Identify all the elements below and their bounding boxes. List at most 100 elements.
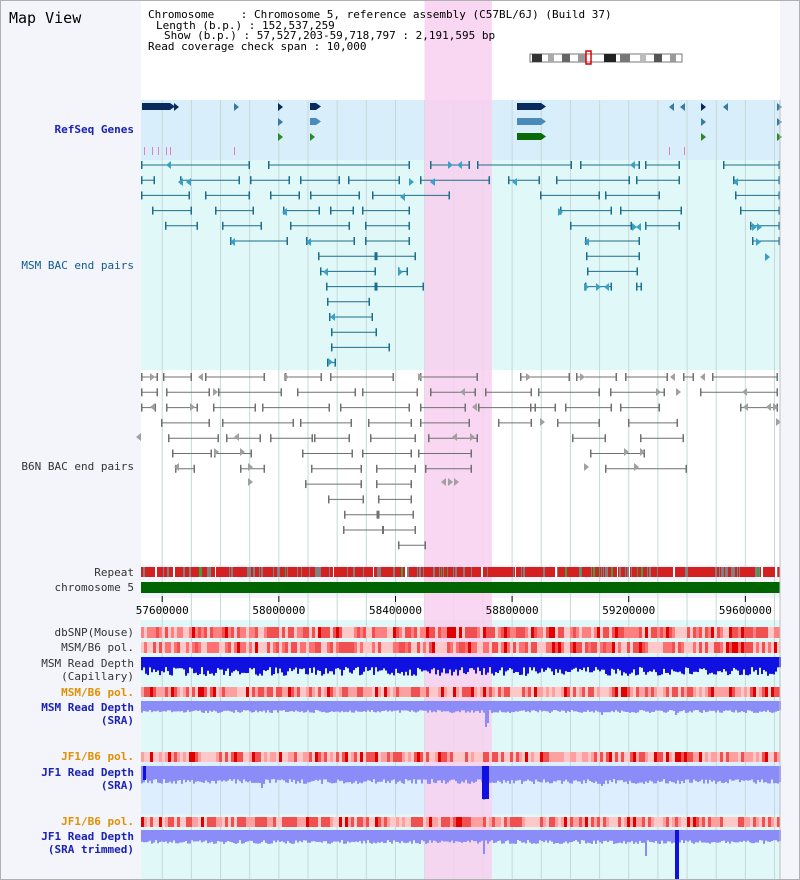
depth-bar (705, 657, 707, 670)
b6n-bac-arrow (766, 403, 771, 411)
depth-bar (207, 766, 209, 783)
depth-bar (277, 766, 279, 780)
heat-cell (153, 687, 156, 697)
track-label-msm-b6-pol[interactable]: MSM/B6 pol. (61, 641, 134, 654)
heat-cell (405, 752, 408, 762)
depth-bar (445, 657, 447, 674)
heat-cell (183, 817, 186, 827)
track-label-refseq[interactable]: RefSeq Genes (54, 123, 134, 136)
depth-bar (759, 766, 761, 783)
depth-bar (379, 766, 381, 782)
heat-cell (531, 687, 534, 697)
heat-cell (594, 817, 597, 827)
heat-cell (363, 817, 366, 827)
depth-bar (195, 766, 197, 782)
depth-bar (453, 701, 455, 713)
bac-end-marker (193, 464, 195, 473)
track-label-jf1-b6-pol[interactable]: JF1/B6 pol. (61, 750, 134, 763)
bac-end-marker (311, 464, 313, 473)
bac-end-marker (374, 282, 376, 291)
depth-bar (697, 766, 699, 783)
track-label-msm-read-depth-sra[interactable]: MSM Read Depth (SRA) (41, 701, 134, 727)
heat-cell (741, 627, 744, 638)
chromosome-info: Chromosome : Chromosome 5, reference ass… (148, 9, 612, 52)
heat-cell (615, 642, 618, 653)
depth-bar (721, 830, 723, 841)
depth-bar (607, 701, 609, 713)
b6n-bac-arrow (580, 373, 585, 381)
depth-bar (673, 766, 675, 783)
info-length: Length (b.p.) : 152,537,259 (156, 18, 335, 32)
depth-bar (493, 766, 495, 783)
repeat-element (631, 567, 632, 577)
track-label-dbsnp[interactable]: dbSNP(Mouse) (54, 626, 134, 639)
heat-cell (153, 752, 156, 762)
track-label-msm-b6-pol-sra[interactable]: MSM/B6 pol. (61, 686, 134, 699)
depth-bar (421, 657, 423, 672)
depth-bar (489, 766, 491, 783)
heat-cell (210, 752, 213, 762)
heat-cell (585, 642, 588, 653)
track-label-jf1-read-depth-sra[interactable]: JF1 Read Depth (SRA) (41, 766, 134, 792)
heat-cell (381, 752, 384, 762)
repeat-element (463, 567, 465, 577)
depth-bar (435, 657, 437, 675)
depth-bar (465, 766, 467, 780)
depth-bar (265, 657, 267, 672)
heat-cell (744, 817, 747, 827)
depth-bar (737, 657, 739, 671)
track-label-b6n-bac[interactable]: B6N BAC end pairs (21, 460, 134, 473)
depth-bar (677, 657, 679, 673)
depth-bar (203, 766, 205, 783)
b6n-bac-arrow (174, 463, 179, 471)
depth-bar (711, 830, 713, 843)
heat-cell (315, 642, 318, 653)
depth-bar (393, 701, 395, 711)
depth-bar (537, 657, 539, 674)
track-label-jf1-b6-pol-2[interactable]: JF1/B6 pol. (61, 815, 134, 828)
heat-cell (621, 817, 624, 827)
highlight-region (424, 0, 492, 880)
depth-bar (467, 766, 469, 784)
heat-cell (762, 627, 765, 638)
track-label-jf1-read-depth-trimmed[interactable]: JF1 Read Depth (SRA trimmed) (41, 830, 134, 856)
heat-cell (198, 817, 201, 827)
depth-bar (147, 766, 149, 783)
track-label-msm-read-depth-capillary[interactable]: MSM Read Depth (Capillary) (41, 657, 134, 683)
depth-bar (583, 701, 585, 712)
repeat-element (189, 567, 191, 577)
heat-cell (636, 627, 639, 638)
heat-cell (171, 627, 174, 638)
track-label-repeat[interactable]: Repeat (94, 566, 134, 579)
heat-cell (174, 642, 177, 653)
heat-cell (486, 687, 489, 697)
depth-bar (255, 830, 257, 844)
heat-cell (741, 687, 744, 697)
chromosome-ideogram[interactable] (529, 50, 683, 65)
heat-cell (624, 752, 627, 762)
depth-bar (687, 766, 689, 780)
depth-bar (485, 701, 487, 727)
depth-bar (173, 701, 175, 712)
depth-bar (467, 830, 469, 841)
heat-cell (642, 642, 645, 653)
heat-cell (177, 752, 180, 762)
depth-bar (675, 657, 677, 672)
depth-bar (257, 830, 259, 844)
depth-bar (749, 830, 751, 843)
heat-cell (612, 752, 615, 762)
depth-bar (493, 830, 495, 844)
heat-cell (753, 627, 756, 638)
depth-bar (415, 766, 417, 784)
heat-cell (507, 627, 510, 638)
depth-bar (723, 701, 725, 712)
depth-bar (671, 701, 673, 711)
track-label-msm-bac[interactable]: MSM BAC end pairs (21, 259, 134, 272)
track-label-chromosome[interactable]: chromosome 5 (54, 581, 134, 594)
bac-end-marker (478, 403, 480, 412)
depth-bar (497, 830, 499, 842)
bac-end-marker (630, 221, 632, 230)
depth-bar (353, 701, 355, 713)
heat-cell (462, 642, 465, 653)
